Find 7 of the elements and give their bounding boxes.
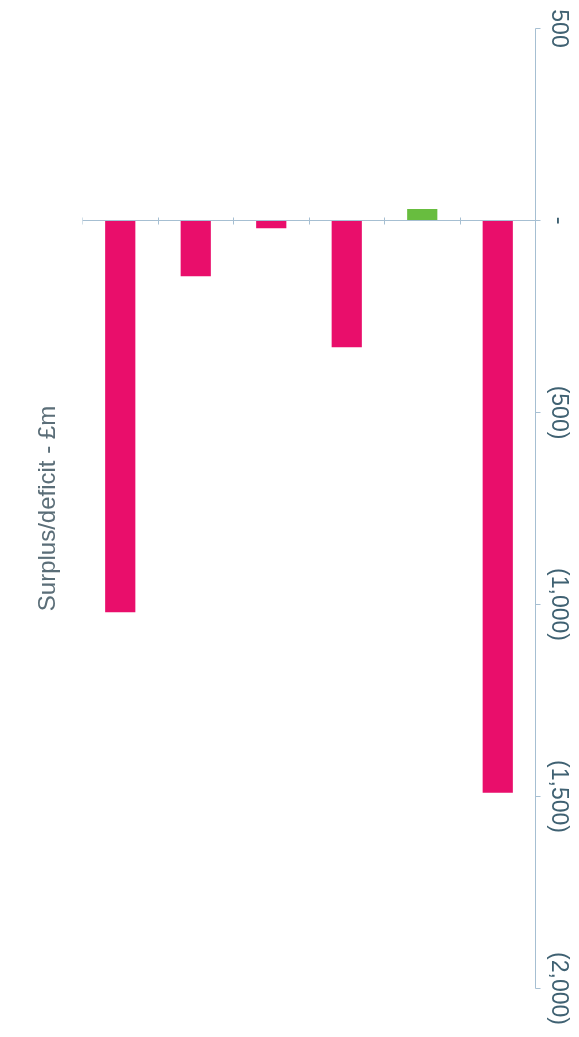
y-tick-label: (1,500) <box>546 760 573 833</box>
text: Surplus/deficit - £m <box>32 405 60 612</box>
y-tick-label: 500 <box>546 9 573 48</box>
y-tick-label: - <box>546 216 573 225</box>
y-tick-label: (500) <box>546 385 573 440</box>
y-tick-label: (2,000) <box>546 952 573 1025</box>
y-tick-label: (1,000) <box>546 568 573 641</box>
